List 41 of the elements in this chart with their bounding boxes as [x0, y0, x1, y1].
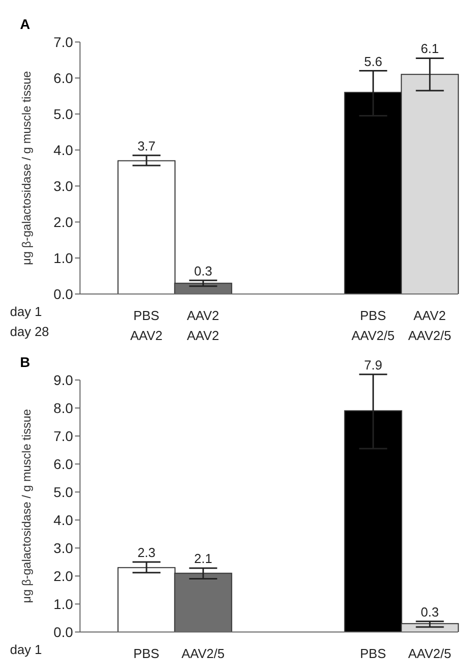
data-label: 0.3 [420, 604, 439, 620]
y-tick-label: 5.0 [54, 106, 74, 122]
data-label: 7.9 [364, 357, 382, 372]
y-tick-label: 3.0 [54, 540, 74, 556]
x-tick-label: PBS [360, 646, 386, 661]
y-tick-label: 6.0 [54, 456, 74, 472]
x-tick-label: PBS [133, 646, 160, 661]
y-tick-label: 2.0 [54, 568, 74, 584]
data-label: 0.3 [194, 263, 212, 278]
text: day 1 [10, 642, 42, 657]
text: day 28 [10, 324, 50, 339]
x-tick-label: PBS AAV2/5 [351, 308, 395, 343]
x-tick-label: PBS AAV2 [130, 308, 162, 343]
chart-title: A [20, 16, 30, 32]
x-tick-label: AAV2/5 [408, 646, 452, 661]
data-label: 2.1 [194, 551, 212, 566]
y-tick-label: 4.0 [54, 512, 74, 528]
y-tick-label: 7.0 [54, 34, 74, 50]
y-tick-label: 5.0 [54, 484, 74, 500]
x-tick-label: AAV2 AAV2 [186, 308, 220, 343]
y-axis-title: μg β-galactosidase / g muscle tissue [19, 70, 34, 265]
y-tick-label: 2.0 [54, 214, 74, 230]
y-tick-label: 1.0 [54, 596, 74, 612]
data-label: 5.6 [364, 54, 382, 69]
y-tick-label: 6.0 [54, 70, 74, 86]
data-label: 2.3 [137, 545, 156, 560]
y-tick-label: 1.0 [54, 250, 74, 266]
data-label: 3.7 [137, 138, 156, 154]
y-tick-label: 8.0 [54, 400, 74, 416]
y-tick-label: 0.0 [54, 286, 74, 302]
x-tick-label: AAV2/5 [181, 646, 225, 661]
text: day 1 [10, 304, 42, 319]
y-tick-label: 7.0 [54, 428, 74, 444]
data-label: 6.1 [420, 41, 439, 56]
y-tick-label: 3.0 [54, 178, 74, 194]
y-axis-title: μg β-galactosidase / g muscle tissue [19, 408, 34, 603]
y-tick-label: 9.0 [54, 372, 74, 388]
y-tick-label: 4.0 [54, 142, 74, 158]
y-tick-label: 0.0 [54, 624, 74, 640]
x-tick-label: AAV2 AAV2/5 [408, 308, 452, 343]
chart-title: B [20, 354, 30, 370]
